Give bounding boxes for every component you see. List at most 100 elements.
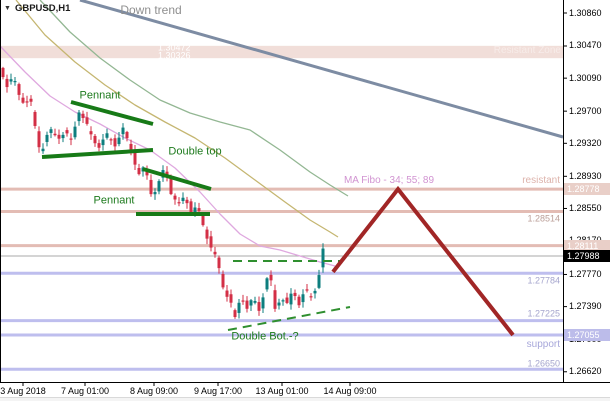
candle-body	[225, 290, 229, 297]
candle-body	[41, 148, 45, 152]
candle-body	[33, 111, 37, 126]
candle-body	[177, 202, 181, 204]
y-axis-tick-label: 1.27770	[569, 268, 602, 279]
y-axis-tick-label: 1.27390	[569, 301, 602, 312]
candle-body	[45, 134, 49, 142]
candle-body	[77, 112, 81, 122]
symbol-text: GBPUSD,H1	[14, 3, 71, 14]
candle-body	[73, 126, 77, 138]
candle-body	[197, 208, 201, 211]
candle-body	[65, 130, 69, 134]
candle-body	[245, 300, 249, 309]
symbol-dropdown-icon: ▼	[4, 5, 11, 12]
price-badge-1.28111: 1.28111	[564, 239, 610, 252]
candle-body	[49, 129, 53, 133]
window-bottom-edge	[0, 397, 610, 401]
candle-body	[209, 236, 213, 248]
candle-body	[9, 79, 13, 82]
x-axis-tick-label: 8 Aug 09:00	[129, 386, 179, 396]
candle-body	[121, 127, 125, 135]
pennant-1-upper	[70, 100, 154, 126]
candle-body	[93, 135, 97, 144]
candle-body	[277, 302, 281, 306]
candle-body	[113, 138, 117, 147]
candle-body	[145, 170, 149, 176]
ma-line-ma-34	[0, 45, 336, 267]
candle-body	[25, 101, 29, 103]
down-trend-line	[79, 0, 564, 139]
candle-body	[309, 296, 313, 298]
candle-body	[5, 78, 9, 88]
candle-body	[289, 293, 293, 305]
y-axis-tick-label: 1.30090	[569, 72, 602, 83]
y-axis-tick-label: 1.28550	[569, 202, 602, 213]
candle-body	[69, 138, 73, 140]
candle-body	[125, 131, 129, 139]
candle-body	[53, 133, 57, 136]
double-bottom-dashed	[227, 306, 351, 331]
candle-body	[213, 251, 217, 255]
candle-body	[201, 214, 205, 226]
candle-body	[37, 131, 41, 148]
y-axis-tick-label: 1.29320	[569, 137, 602, 148]
candle-body	[21, 97, 25, 103]
candle-body	[181, 197, 185, 201]
candle-body	[241, 300, 245, 302]
ma-line-ma-55	[15, 0, 339, 238]
candle-body	[129, 143, 133, 152]
ma-line-ma-89	[39, 0, 349, 197]
x-axis-tick-label: 13 Aug 01:00	[255, 386, 309, 396]
candle-body	[205, 229, 209, 239]
candle-body	[293, 292, 297, 297]
candle-body	[257, 302, 261, 311]
candle-body	[229, 294, 233, 303]
candle-body	[149, 179, 153, 195]
candle-body	[97, 143, 101, 148]
pennant-1-lower	[41, 148, 154, 159]
candle-body	[133, 150, 137, 165]
candle-body	[285, 297, 289, 303]
candle-body	[321, 248, 325, 268]
candle-body	[89, 131, 93, 135]
x-axis-tick-label: 7 Aug 01:00	[60, 386, 110, 396]
candle-body	[1, 67, 5, 78]
candle-body	[157, 181, 161, 192]
symbol-label: ▼ GBPUSD,H1	[4, 3, 70, 14]
x-axis-tick-label: 14 Aug 09:00	[323, 386, 377, 396]
candle-body	[29, 98, 33, 102]
candle-body	[265, 278, 269, 290]
candle-body	[193, 207, 197, 213]
candle-body	[237, 302, 241, 313]
candle-body	[85, 117, 89, 124]
x-axis-tick-label: 3 Aug 2018	[0, 386, 46, 396]
candle-body	[57, 134, 61, 139]
candle-body	[273, 290, 277, 309]
candle-body	[153, 192, 157, 195]
candle-body	[233, 310, 237, 317]
candle-body	[249, 300, 253, 306]
candle-body	[109, 139, 113, 141]
y-axis-tick-label: 1.28930	[569, 170, 602, 181]
candle-body	[297, 296, 301, 306]
candle-body	[305, 289, 309, 291]
candle-body	[217, 257, 221, 269]
candle-body	[269, 274, 273, 281]
candle-body	[101, 139, 105, 146]
candle-body	[137, 168, 141, 175]
x-axis-tick-label: 9 Aug 17:00	[193, 386, 243, 396]
candle-body	[173, 195, 177, 200]
candle-body	[253, 300, 257, 303]
candle-body	[17, 84, 21, 95]
candle-body	[281, 300, 285, 302]
candle-body	[261, 297, 265, 309]
price-badge-1.27055: 1.27055	[564, 328, 610, 341]
candle-body	[301, 294, 305, 303]
candles-series	[1, 66, 325, 319]
y-axis-tick-label: 1.30860	[569, 7, 602, 18]
candle-body	[81, 113, 85, 119]
candle-body	[221, 273, 225, 288]
price-badge-1.27988: 1.27988	[564, 250, 610, 262]
candle-body	[313, 290, 317, 294]
